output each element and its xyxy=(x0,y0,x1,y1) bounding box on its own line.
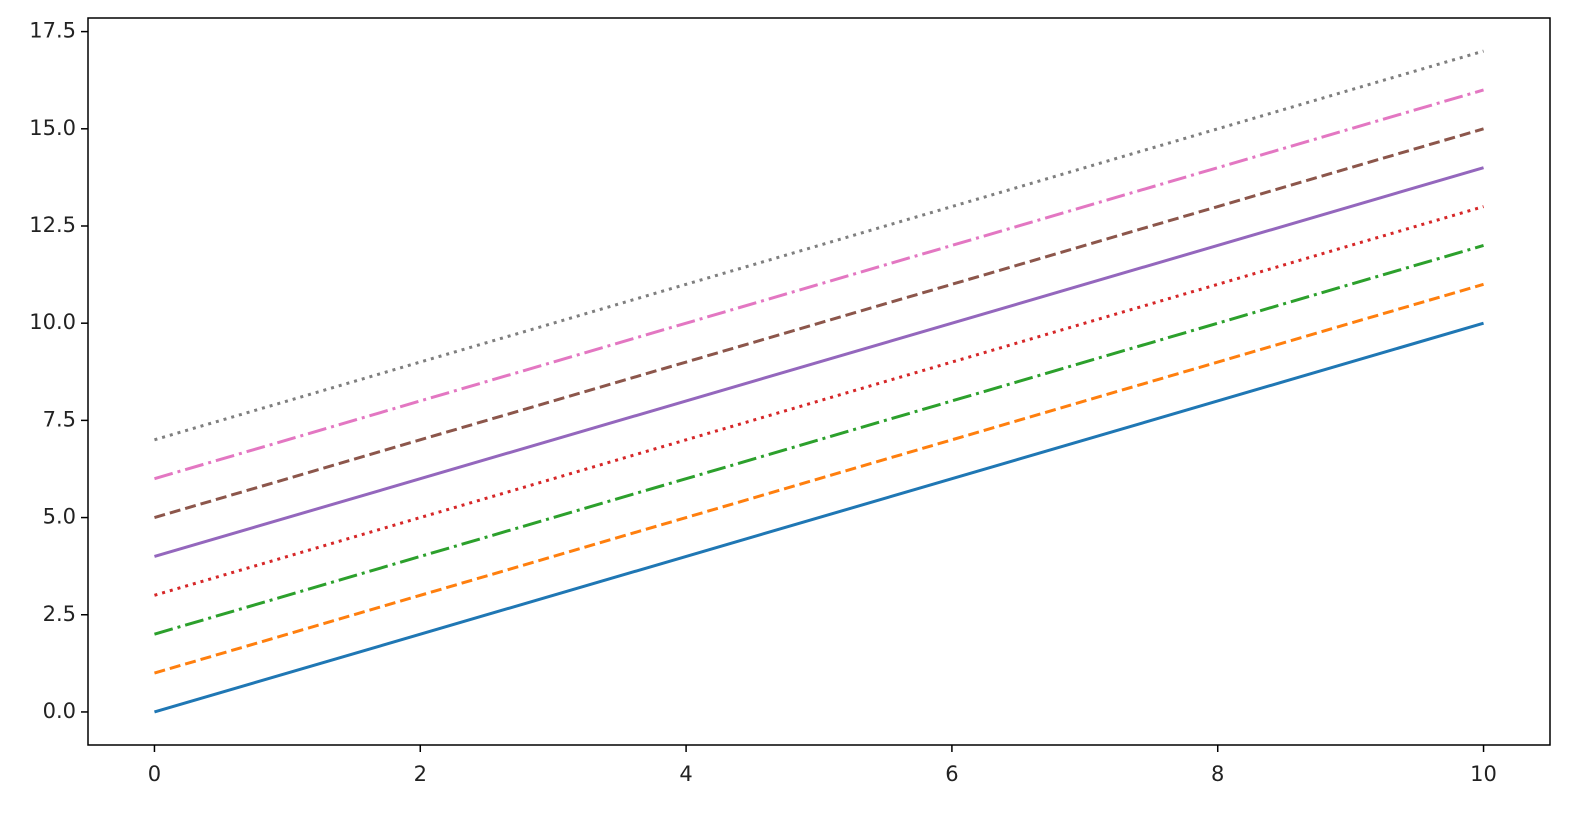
x-tick-label: 4 xyxy=(679,762,692,786)
plot-frame xyxy=(87,17,1551,746)
x-tick-label: 10 xyxy=(1470,762,1497,786)
y-tick-label: 15.0 xyxy=(29,116,76,140)
y-tick-label: 7.5 xyxy=(43,407,76,431)
y-tick-label: 17.5 xyxy=(29,19,76,43)
line-series xyxy=(154,166,1484,558)
y-tick-label: 10.0 xyxy=(29,310,76,334)
line-series xyxy=(154,321,1484,714)
y-tick-label: 2.5 xyxy=(43,602,76,626)
line-series xyxy=(154,282,1484,675)
y-tick-label: 12.5 xyxy=(29,213,76,237)
line-series xyxy=(154,127,1484,520)
y-tick-label: 0.0 xyxy=(43,699,76,723)
line-series xyxy=(154,243,1484,636)
x-tick-label: 2 xyxy=(414,762,427,786)
x-tick-label: 6 xyxy=(945,762,958,786)
line-series xyxy=(154,49,1484,442)
x-tick-label: 8 xyxy=(1211,762,1224,786)
line-series xyxy=(154,205,1484,597)
line-series xyxy=(154,88,1484,481)
y-tick-label: 5.0 xyxy=(43,505,76,529)
x-tick-label: 0 xyxy=(148,762,161,786)
